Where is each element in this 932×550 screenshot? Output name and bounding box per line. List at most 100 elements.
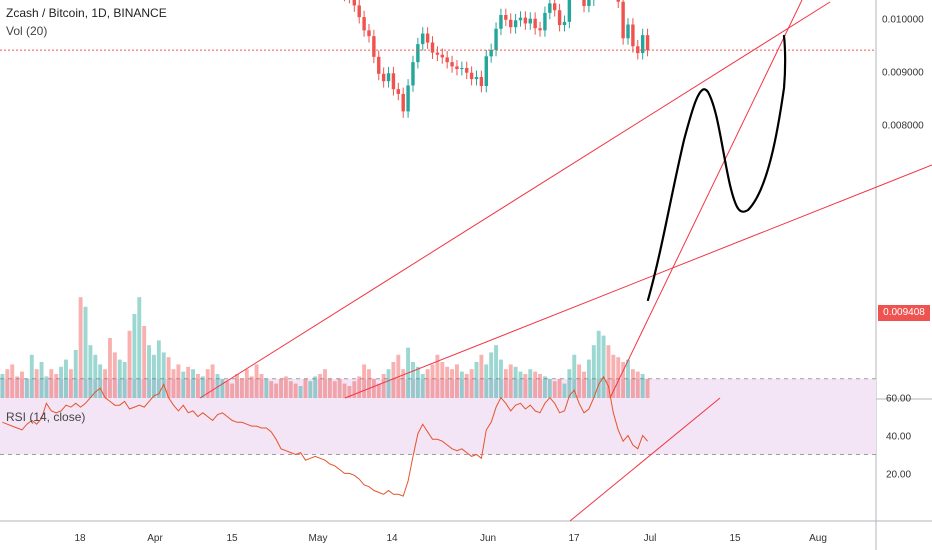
volume-bar [523, 374, 528, 398]
volume-bar [39, 362, 44, 398]
volume-bar [440, 362, 445, 398]
candle-body [557, 10, 562, 26]
volume-bar [567, 369, 572, 398]
volume-bar [288, 381, 293, 398]
volume-bar [303, 378, 308, 398]
volume-bar [611, 354, 616, 398]
candle-body [509, 19, 513, 28]
volume-bar [645, 378, 650, 398]
volume-bar [68, 369, 73, 398]
volume-bar [137, 297, 142, 398]
last-price-tag: 0.009408 [878, 305, 930, 321]
volume-bar [415, 366, 420, 398]
volume-bar [59, 366, 64, 398]
price-tick-label: 0.010000 [882, 15, 924, 26]
volume-bar [318, 374, 323, 398]
volume-bar [430, 364, 435, 398]
candle-body [430, 42, 435, 53]
volume-legend: Vol (20) [6, 24, 48, 38]
volume-bar [98, 364, 103, 398]
volume-bar [220, 378, 225, 398]
volume-bar [489, 352, 494, 398]
candle-body [362, 17, 366, 31]
candle-body [640, 35, 645, 54]
candle-body [533, 18, 537, 29]
volume-bar [279, 378, 283, 398]
candle-body [411, 62, 415, 86]
volume-bar [518, 371, 523, 398]
time-tick-label: May [309, 533, 328, 544]
volume-bar [586, 359, 591, 398]
volume-bar [103, 369, 108, 398]
volume-bar [635, 371, 640, 398]
volume-bar [459, 371, 464, 398]
volume-bar [93, 354, 98, 398]
volume-bar [186, 366, 191, 398]
volume-bar [391, 362, 396, 398]
candle-body [562, 21, 567, 26]
volume-bar [298, 386, 303, 398]
volume-bar [616, 357, 621, 398]
candle-body [445, 57, 449, 63]
volume-bar [582, 371, 586, 398]
volume-bar [347, 386, 352, 398]
volume-bar [455, 364, 459, 398]
candle-body [523, 17, 528, 24]
volume-bar [484, 364, 489, 398]
volume-bar [621, 362, 626, 398]
time-tick-label: Aug [809, 533, 827, 544]
volume-bar [381, 374, 386, 398]
volume-bar [24, 378, 29, 398]
volume-bar [464, 374, 469, 398]
candle-body [499, 14, 503, 29]
volume-bar [308, 381, 313, 398]
candle-body [518, 17, 523, 21]
volume-bar [127, 330, 132, 398]
candle-body [421, 33, 425, 45]
volume-bar [20, 371, 24, 398]
volume-bar [577, 364, 582, 398]
volume-bar [176, 364, 181, 398]
price-tick-label: 0.008000 [882, 121, 924, 132]
hand-drawn-projection [646, 34, 787, 302]
candle-body [425, 33, 430, 43]
volume-bar [29, 354, 34, 398]
candle-body [626, 24, 630, 39]
volume-bar [494, 345, 499, 398]
volume-bar [479, 354, 484, 398]
candle-body [465, 67, 469, 73]
rsi-line [2, 375, 648, 497]
volume-bar [596, 330, 601, 398]
volume-bar [15, 376, 20, 398]
candle-body [631, 24, 635, 47]
volume-bar [239, 378, 244, 398]
time-tick-label: Jun [480, 533, 496, 544]
volume-bar [34, 369, 39, 398]
volume-bar [547, 378, 552, 398]
time-tick-label: 14 [386, 533, 398, 544]
volume-bar [264, 378, 269, 398]
volume-bar [283, 376, 288, 398]
volume-bar [323, 369, 327, 398]
candle-body [484, 56, 488, 86]
volume-bar [112, 352, 117, 398]
candle-body [367, 30, 371, 37]
candle-body [455, 66, 459, 70]
volume-bar [538, 374, 542, 398]
candle-body [381, 73, 386, 82]
candle-body [494, 28, 498, 50]
time-tick-label: Apr [147, 533, 163, 544]
volume-bar [367, 369, 371, 398]
time-tick-label: 15 [226, 533, 238, 544]
volume-bar [161, 352, 166, 398]
volume-bar [215, 374, 220, 398]
volume-bar [122, 362, 127, 398]
volume-bar [269, 381, 274, 398]
volume-bar [49, 369, 54, 398]
volume-bar [0, 374, 5, 398]
volume-bar [230, 383, 235, 398]
volume-bar [200, 376, 205, 398]
volume-bar [5, 369, 10, 398]
volume-bar [78, 297, 83, 398]
